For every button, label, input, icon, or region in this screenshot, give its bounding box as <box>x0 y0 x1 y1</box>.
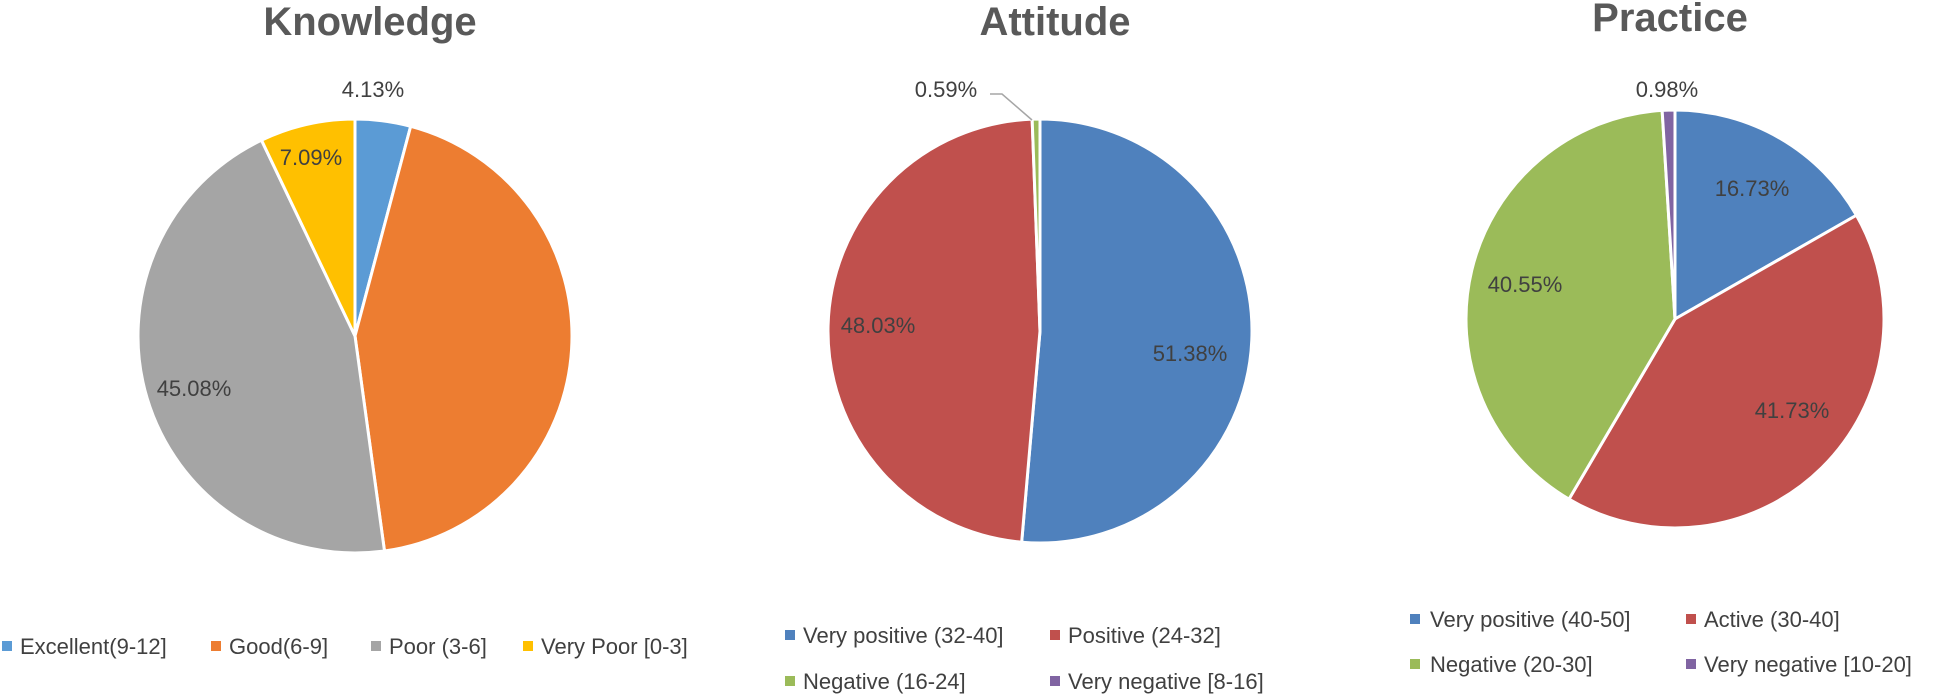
attitude-title: Attitude <box>979 0 1130 44</box>
knowledge-slice-good-6-9 <box>353 124 574 553</box>
knowledge-slices <box>136 117 574 555</box>
legend-swatch-negative <box>1410 659 1420 669</box>
legend-label-good: Good(6-9] <box>229 634 328 659</box>
knowledge-title: Knowledge <box>263 0 476 44</box>
knowledge-label-excellent: 4.13% <box>342 77 404 102</box>
attitude-label-negative: 0.59% <box>915 77 977 102</box>
practice-label-very-positive: 16.73% <box>1715 176 1790 201</box>
knowledge-legend: Excellent(9-12] Good(6-9] Poor (3-6] Ver… <box>2 634 688 659</box>
legend-label-positive: Positive (24-32] <box>1068 623 1221 648</box>
legend-swatch-very-negative <box>1686 659 1696 669</box>
legend-label-excellent: Excellent(9-12] <box>20 634 167 659</box>
knowledge-slice-very-poor-0-3 <box>259 117 357 338</box>
practice-slice-very-positive-40-50 <box>1673 108 1858 321</box>
legend-swatch-very-positive <box>1410 614 1420 624</box>
practice-label-negative: 40.55% <box>1488 272 1563 297</box>
practice-label-active: 41.73% <box>1755 398 1830 423</box>
legend-label-very-poor: Very Poor [0-3] <box>541 634 688 659</box>
legend-label-negative: Negative (16-24] <box>803 669 966 694</box>
legend-swatch-negative <box>785 676 795 686</box>
practice-chart: Practice 16.73% 41.73% 40.55% 0.98% Very… <box>1410 0 1912 677</box>
legend-label-active: Active (30-40] <box>1704 607 1840 632</box>
attitude-slice-very-positive-32-40 <box>1020 117 1254 545</box>
attitude-label-positive: 48.03% <box>841 313 916 338</box>
legend-label-very-positive: Very positive (32-40] <box>803 623 1004 648</box>
legend-swatch-excellent <box>2 641 12 651</box>
legend-label-very-positive: Very positive (40-50] <box>1430 607 1631 632</box>
practice-title: Practice <box>1592 0 1748 40</box>
knowledge-chart: Knowledge 4.13% 45.08% 7.09% Excellent(9… <box>2 0 688 659</box>
attitude-chart: Attitude 51.38% 48.03% 0.59% Very positi… <box>785 0 1264 694</box>
attitude-legend: Very positive (32-40] Positive (24-32] N… <box>785 623 1264 694</box>
legend-label-poor: Poor (3-6] <box>389 634 487 659</box>
legend-swatch-very-poor <box>523 641 533 651</box>
knowledge-label-poor: 45.08% <box>157 376 232 401</box>
practice-slice-negative-20-30 <box>1464 108 1677 501</box>
attitude-leader-line <box>990 93 1033 121</box>
practice-legend: Very positive (40-50] Active (30-40] Neg… <box>1410 607 1912 677</box>
knowledge-label-very-poor: 7.09% <box>280 145 342 170</box>
legend-swatch-poor <box>371 641 381 651</box>
practice-label-very-negative: 0.98% <box>1636 77 1698 102</box>
legend-swatch-good <box>211 641 221 651</box>
legend-label-very-negative: Very negative [8-16] <box>1068 669 1264 694</box>
practice-slice-active-30-40 <box>1567 213 1886 530</box>
attitude-label-very-positive: 51.38% <box>1153 341 1228 366</box>
practice-slice-very-negative-10-20 <box>1660 108 1677 321</box>
attitude-slice-positive-24-32 <box>826 117 1042 544</box>
legend-label-very-negative: Very negative [10-20] <box>1704 652 1912 677</box>
legend-swatch-very-positive <box>785 630 795 640</box>
legend-swatch-active <box>1686 614 1696 624</box>
attitude-slices <box>826 117 1254 545</box>
legend-label-negative: Negative (20-30] <box>1430 652 1593 677</box>
practice-slices <box>1464 108 1886 530</box>
legend-swatch-positive <box>1050 630 1060 640</box>
legend-swatch-very-negative <box>1050 676 1060 686</box>
knowledge-slice-poor-3-6 <box>136 138 386 555</box>
